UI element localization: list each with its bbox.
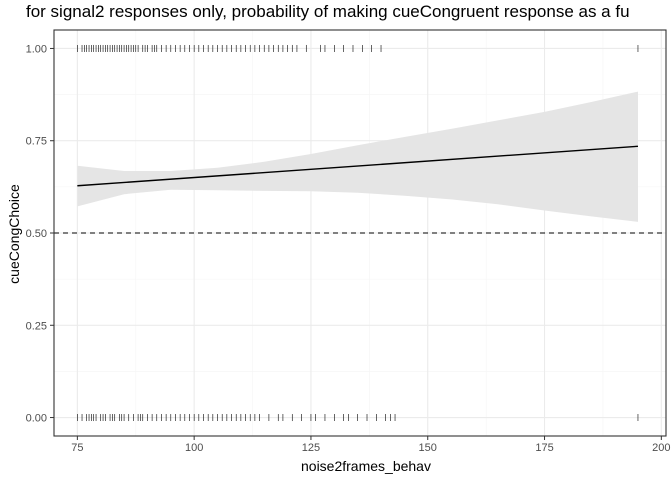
x-tick-label: 150 <box>419 442 437 454</box>
y-tick-label: 1.00 <box>26 43 47 55</box>
x-tick-label: 125 <box>302 442 320 454</box>
y-tick-label: 0.25 <box>26 320 47 332</box>
x-tick-label: 175 <box>535 442 553 454</box>
y-tick-label: 0.50 <box>26 228 47 240</box>
x-tick-label: 100 <box>185 442 203 454</box>
confidence-band <box>77 91 638 222</box>
x-axis-title: noise2frames_behav <box>301 458 431 474</box>
chart-title: for signal2 responses only, probability … <box>26 2 630 21</box>
x-tick-label: 200 <box>652 442 670 454</box>
fit-line <box>77 145 639 187</box>
x-tick-label: 75 <box>71 442 83 454</box>
y-axis-title: cueCongChoice <box>6 184 22 284</box>
y-tick-label: 0.75 <box>26 136 47 148</box>
y-tick-label: 0.00 <box>26 413 47 425</box>
